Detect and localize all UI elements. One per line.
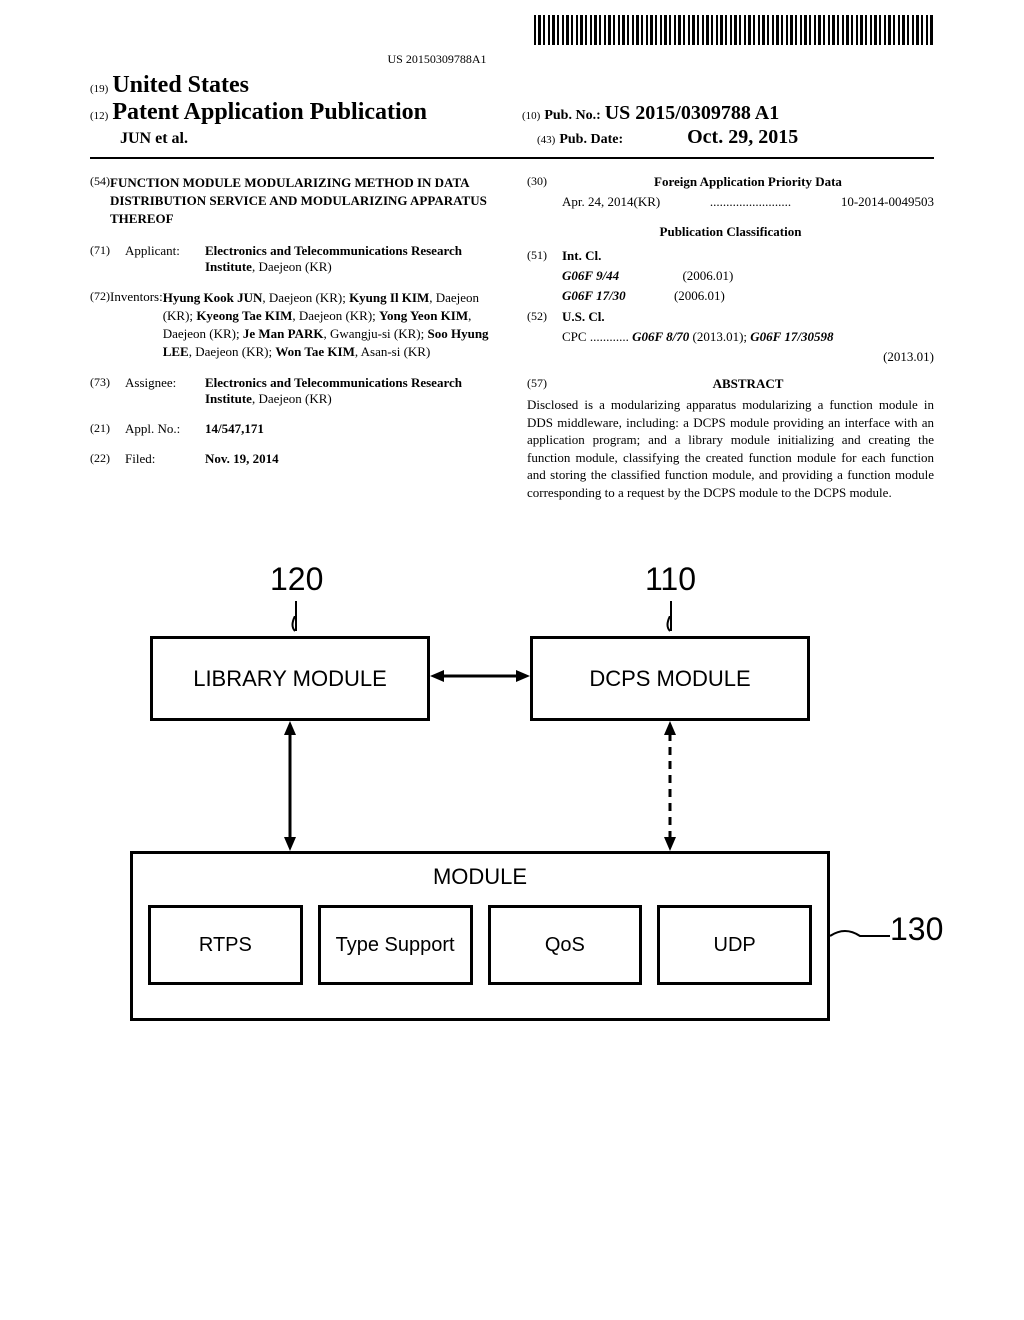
int-cl-label: Int. Cl.: [562, 248, 601, 264]
abstract-text: Disclosed is a modularizing apparatus mo…: [527, 396, 934, 501]
int-cl-line2: G06F 17/30 (2006.01): [527, 286, 934, 306]
invention-title: FUNCTION MODULE MODULARIZING METHOD IN D…: [110, 174, 497, 229]
diagram-label-120: 120: [270, 561, 323, 598]
field-22: (22) Filed: Nov. 19, 2014: [90, 451, 497, 467]
priority-country: (KR): [634, 194, 661, 210]
cpc-year2: (2013.01): [527, 347, 934, 367]
filed-label: Filed:: [125, 451, 205, 467]
field-54: (54) FUNCTION MODULE MODULARIZING METHOD…: [90, 174, 497, 229]
barcode-image: [534, 15, 934, 45]
type-support-box: Type Support: [318, 905, 473, 985]
header-block: (19) United States (12) Patent Applicati…: [90, 72, 934, 149]
int-cl-line1: G06F 9/44 (2006.01): [527, 266, 934, 286]
field-57-num: (57): [527, 376, 562, 392]
label-12: (12): [90, 110, 108, 122]
arrow-dcps-module-dashed: [660, 721, 680, 851]
applicant-value: Electronics and Telecommunications Resea…: [205, 243, 497, 275]
leader-110-curve: [660, 616, 680, 636]
field-71: (71) Applicant: Electronics and Telecomm…: [90, 243, 497, 275]
foreign-priority-heading: Foreign Application Priority Data: [562, 174, 934, 190]
barcode-section: US 20150309788A1: [90, 15, 934, 67]
diagram-label-110: 110: [645, 561, 696, 598]
module-title: MODULE: [133, 864, 827, 890]
field-52-num: (52): [527, 309, 562, 325]
field-73-num: (73): [90, 375, 125, 407]
field-51-num: (51): [527, 248, 562, 264]
field-72: (72) Inventors: Hyung Kook JUN, Daejeon …: [90, 289, 497, 362]
country: United States: [112, 72, 249, 98]
label-10: (10): [522, 110, 540, 122]
assignee-value: Electronics and Telecommunications Resea…: [205, 375, 497, 407]
field-30: (30) Foreign Application Priority Data: [527, 174, 934, 190]
inventors-list: Hyung Kook JUN, Daejeon (KR); Kyung Il K…: [163, 289, 497, 362]
sub-boxes-row: RTPS Type Support QoS UDP: [133, 890, 827, 1000]
diagram-label-130: 130: [890, 911, 943, 948]
cpc-line: CPC ............ G06F 8/70 (2013.01); G0…: [527, 327, 934, 347]
udp-box: UDP: [657, 905, 812, 985]
field-52: (52) U.S. Cl.: [527, 309, 934, 325]
module-container-box: MODULE RTPS Type Support QoS UDP: [130, 851, 830, 1021]
appl-no-label: Appl. No.:: [125, 421, 205, 437]
applicant-label: Applicant:: [125, 243, 205, 275]
pub-no-label: Pub. No.:: [544, 108, 600, 123]
qos-box: QoS: [488, 905, 643, 985]
leader-120-curve: [285, 616, 305, 636]
pub-date-label: Pub. Date:: [559, 132, 623, 147]
pub-date: Oct. 29, 2015: [687, 126, 798, 148]
abstract-heading: ABSTRACT: [562, 376, 934, 392]
pub-no: US 2015/0309788 A1: [605, 102, 779, 124]
label-19: (19): [90, 83, 108, 95]
right-column: (30) Foreign Application Priority Data A…: [527, 174, 934, 501]
barcode-number: US 20150309788A1: [90, 52, 784, 67]
field-73: (73) Assignee: Electronics and Telecommu…: [90, 375, 497, 407]
us-cl-label: U.S. Cl.: [562, 309, 605, 325]
patent-diagram: 120 110 LIBRARY MODULE DCPS MODULE MODUL…: [90, 561, 934, 1031]
dcps-module-box: DCPS MODULE: [530, 636, 810, 721]
rtps-box: RTPS: [148, 905, 303, 985]
header-divider: [90, 157, 934, 159]
arrow-library-dcps: [430, 666, 530, 686]
field-21: (21) Appl. No.: 14/547,171: [90, 421, 497, 437]
filed-value: Nov. 19, 2014: [205, 451, 497, 467]
field-30-num: (30): [527, 174, 562, 190]
field-21-num: (21): [90, 421, 125, 437]
library-module-box: LIBRARY MODULE: [150, 636, 430, 721]
field-57: (57) ABSTRACT: [527, 376, 934, 392]
field-22-num: (22): [90, 451, 125, 467]
pub-classification-heading: Publication Classification: [527, 224, 934, 240]
label-43: (43): [537, 134, 555, 146]
content-columns: (54) FUNCTION MODULE MODULARIZING METHOD…: [90, 174, 934, 501]
priority-row: Apr. 24, 2014 (KR) .....................…: [527, 194, 934, 210]
field-54-num: (54): [90, 174, 110, 229]
priority-date: Apr. 24, 2014: [562, 194, 634, 210]
appl-no-value: 14/547,171: [205, 421, 497, 437]
publication-type: Patent Application Publication: [112, 99, 427, 125]
field-72-num: (72): [90, 289, 110, 362]
author-name: JUN et al.: [120, 130, 188, 147]
field-51: (51) Int. Cl.: [527, 248, 934, 264]
assignee-label: Assignee:: [125, 375, 205, 407]
field-71-num: (71): [90, 243, 125, 275]
arrow-library-module: [280, 721, 300, 851]
priority-number: 10-2014-0049503: [841, 194, 934, 210]
left-column: (54) FUNCTION MODULE MODULARIZING METHOD…: [90, 174, 497, 501]
inventors-label: Inventors:: [110, 289, 163, 362]
